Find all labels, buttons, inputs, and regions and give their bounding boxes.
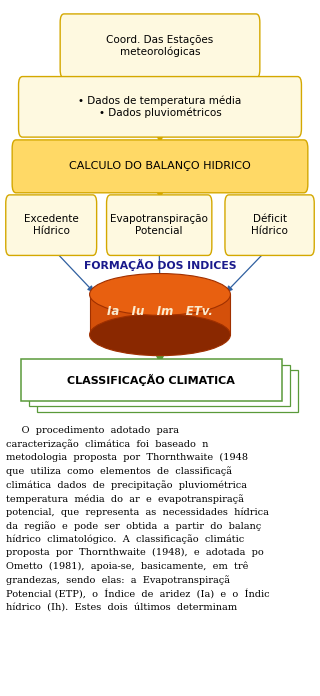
Text: Evapotranspiração
Potencial: Evapotranspiração Potencial xyxy=(110,214,208,236)
Text: hídrico  (Ih).  Estes  dois  últimos  determinam: hídrico (Ih). Estes dois últimos determi… xyxy=(6,602,237,611)
Text: Coord. Das Estações
meteorológicas: Coord. Das Estações meteorológicas xyxy=(106,35,214,57)
Bar xyxy=(29,365,290,406)
Bar xyxy=(37,370,298,412)
Text: climática  dados  de  precipitação  pluviométrica: climática dados de precipitação pluviomé… xyxy=(6,480,247,490)
Text: CALCULO DO BALANÇO HIDRICO: CALCULO DO BALANÇO HIDRICO xyxy=(69,161,251,171)
Text: Excedente
Hídrico: Excedente Hídrico xyxy=(24,214,79,236)
Text: da  região  e  pode  ser  obtida  a  partir  do  balanç: da região e pode ser obtida a partir do … xyxy=(6,521,262,531)
Ellipse shape xyxy=(90,314,230,356)
Text: O  procedimento  adotado  para: O procedimento adotado para xyxy=(6,426,180,435)
FancyBboxPatch shape xyxy=(19,77,301,137)
Bar xyxy=(21,359,282,401)
Text: Déficit
Hídrico: Déficit Hídrico xyxy=(251,214,288,236)
Text: que  utiliza  como  elementos  de  classificaçã: que utiliza como elementos de classifica… xyxy=(6,466,232,477)
Text: hídrico  climatológico.  A  classificação  climátic: hídrico climatológico. A classificação c… xyxy=(6,535,245,544)
Text: Potencial (ETP),  o  Índice  de  aridez  (Ia)  e  o  Índic: Potencial (ETP), o Índice de aridez (Ia)… xyxy=(6,589,270,599)
Text: caracterização  climática  foi  baseado  n: caracterização climática foi baseado n xyxy=(6,440,209,450)
Text: • Dados de temperatura média
• Dados pluviométricos: • Dados de temperatura média • Dados plu… xyxy=(78,95,242,118)
Text: temperatura  média  do  ar  e  evapotranspiraçã: temperatura média do ar e evapotranspira… xyxy=(6,494,244,504)
FancyBboxPatch shape xyxy=(60,14,260,78)
FancyBboxPatch shape xyxy=(12,140,308,193)
Text: proposta  por  Thornthwaite  (1948),  e  adotada  po: proposta por Thornthwaite (1948), e adot… xyxy=(6,548,264,557)
FancyBboxPatch shape xyxy=(107,195,212,255)
FancyBboxPatch shape xyxy=(225,195,314,255)
Text: CLASSIFICAÇÃO CLIMATICA: CLASSIFICAÇÃO CLIMATICA xyxy=(67,374,235,386)
Ellipse shape xyxy=(90,274,230,315)
Text: FORMAÇÃO DOS INDICES: FORMAÇÃO DOS INDICES xyxy=(84,259,236,271)
Bar xyxy=(90,294,230,335)
Text: Ometto  (1981),  apoia-se,  basicamente,  em  trê: Ometto (1981), apoia-se, basicamente, em… xyxy=(6,562,249,571)
Text: metodologia  proposta  por  Thornthwaite  (1948: metodologia proposta por Thornthwaite (1… xyxy=(6,453,248,462)
Text: potencial,  que  representa  as  necessidades  hídrica: potencial, que representa as necessidade… xyxy=(6,507,269,517)
Text: Ia   Iu   Im   ETv.: Ia Iu Im ETv. xyxy=(107,305,213,317)
Text: grandezas,  sendo  elas:  a  Evapotranspiraçã: grandezas, sendo elas: a Evapotranspiraç… xyxy=(6,575,230,585)
FancyBboxPatch shape xyxy=(6,195,97,255)
